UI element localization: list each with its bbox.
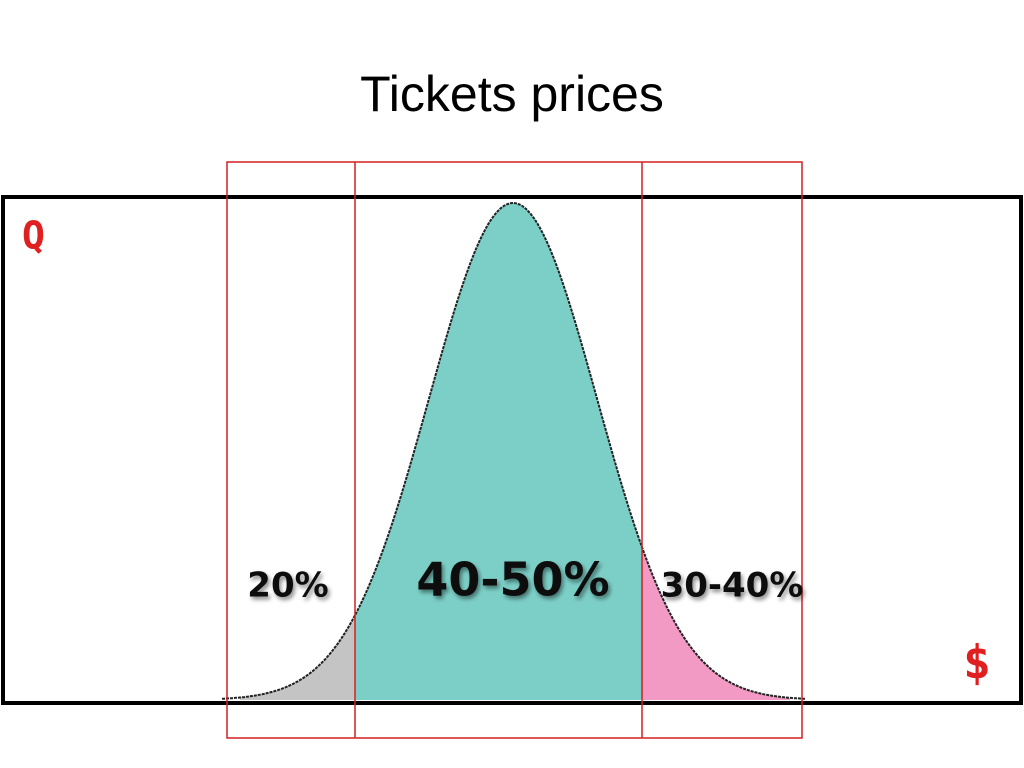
region-fill bbox=[642, 547, 790, 700]
curve-outline bbox=[221, 202, 807, 700]
region-label: 40-50% bbox=[416, 553, 609, 607]
region-fill bbox=[240, 615, 355, 700]
region-label: 30-40% bbox=[661, 566, 804, 606]
slide-title: Tickets prices bbox=[360, 66, 664, 122]
bell-curve bbox=[221, 202, 807, 700]
region-label: 20% bbox=[247, 566, 328, 606]
x-axis-label: $ bbox=[963, 636, 991, 690]
range-box bbox=[226, 161, 803, 739]
y-axis-label: Q bbox=[22, 214, 45, 258]
region-fill bbox=[355, 203, 642, 700]
